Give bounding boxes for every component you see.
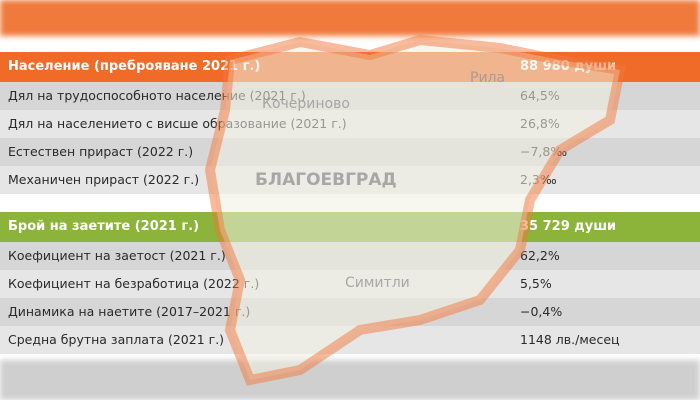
top-band — [0, 0, 700, 36]
row-label: Механичен прираст (2022 г.) — [8, 172, 200, 187]
header-value: 35 729 души — [520, 219, 617, 234]
row-label: Коефициент на безработица (2022 г.) — [8, 276, 260, 291]
map-shape — [204, 34, 626, 386]
row-value: 1148 лв./месец — [520, 332, 620, 347]
header-label: Население (преброяване 2021 г.) — [8, 59, 261, 74]
map-label: Рила — [470, 70, 505, 86]
row-label: Динамика на наетите (2017–2021 г.) — [8, 304, 251, 319]
row-label: Коефициент на заетост (2021 г.) — [8, 248, 226, 263]
row-value: −0,4% — [520, 304, 563, 319]
map-label: БЛАГОЕВГРАД — [255, 170, 397, 190]
row-value: 62,2% — [520, 248, 560, 263]
row-value: 5,5% — [520, 276, 552, 291]
row-label: Средна брутна заплата (2021 г.) — [8, 332, 225, 347]
header-label: Брой на заетите (2021 г.) — [8, 219, 200, 234]
row-label: Естествен прираст (2022 г.) — [8, 144, 194, 159]
map-label: Симитли — [345, 275, 410, 291]
map-label: Кочериново — [262, 96, 350, 112]
bottom-band — [0, 360, 700, 400]
